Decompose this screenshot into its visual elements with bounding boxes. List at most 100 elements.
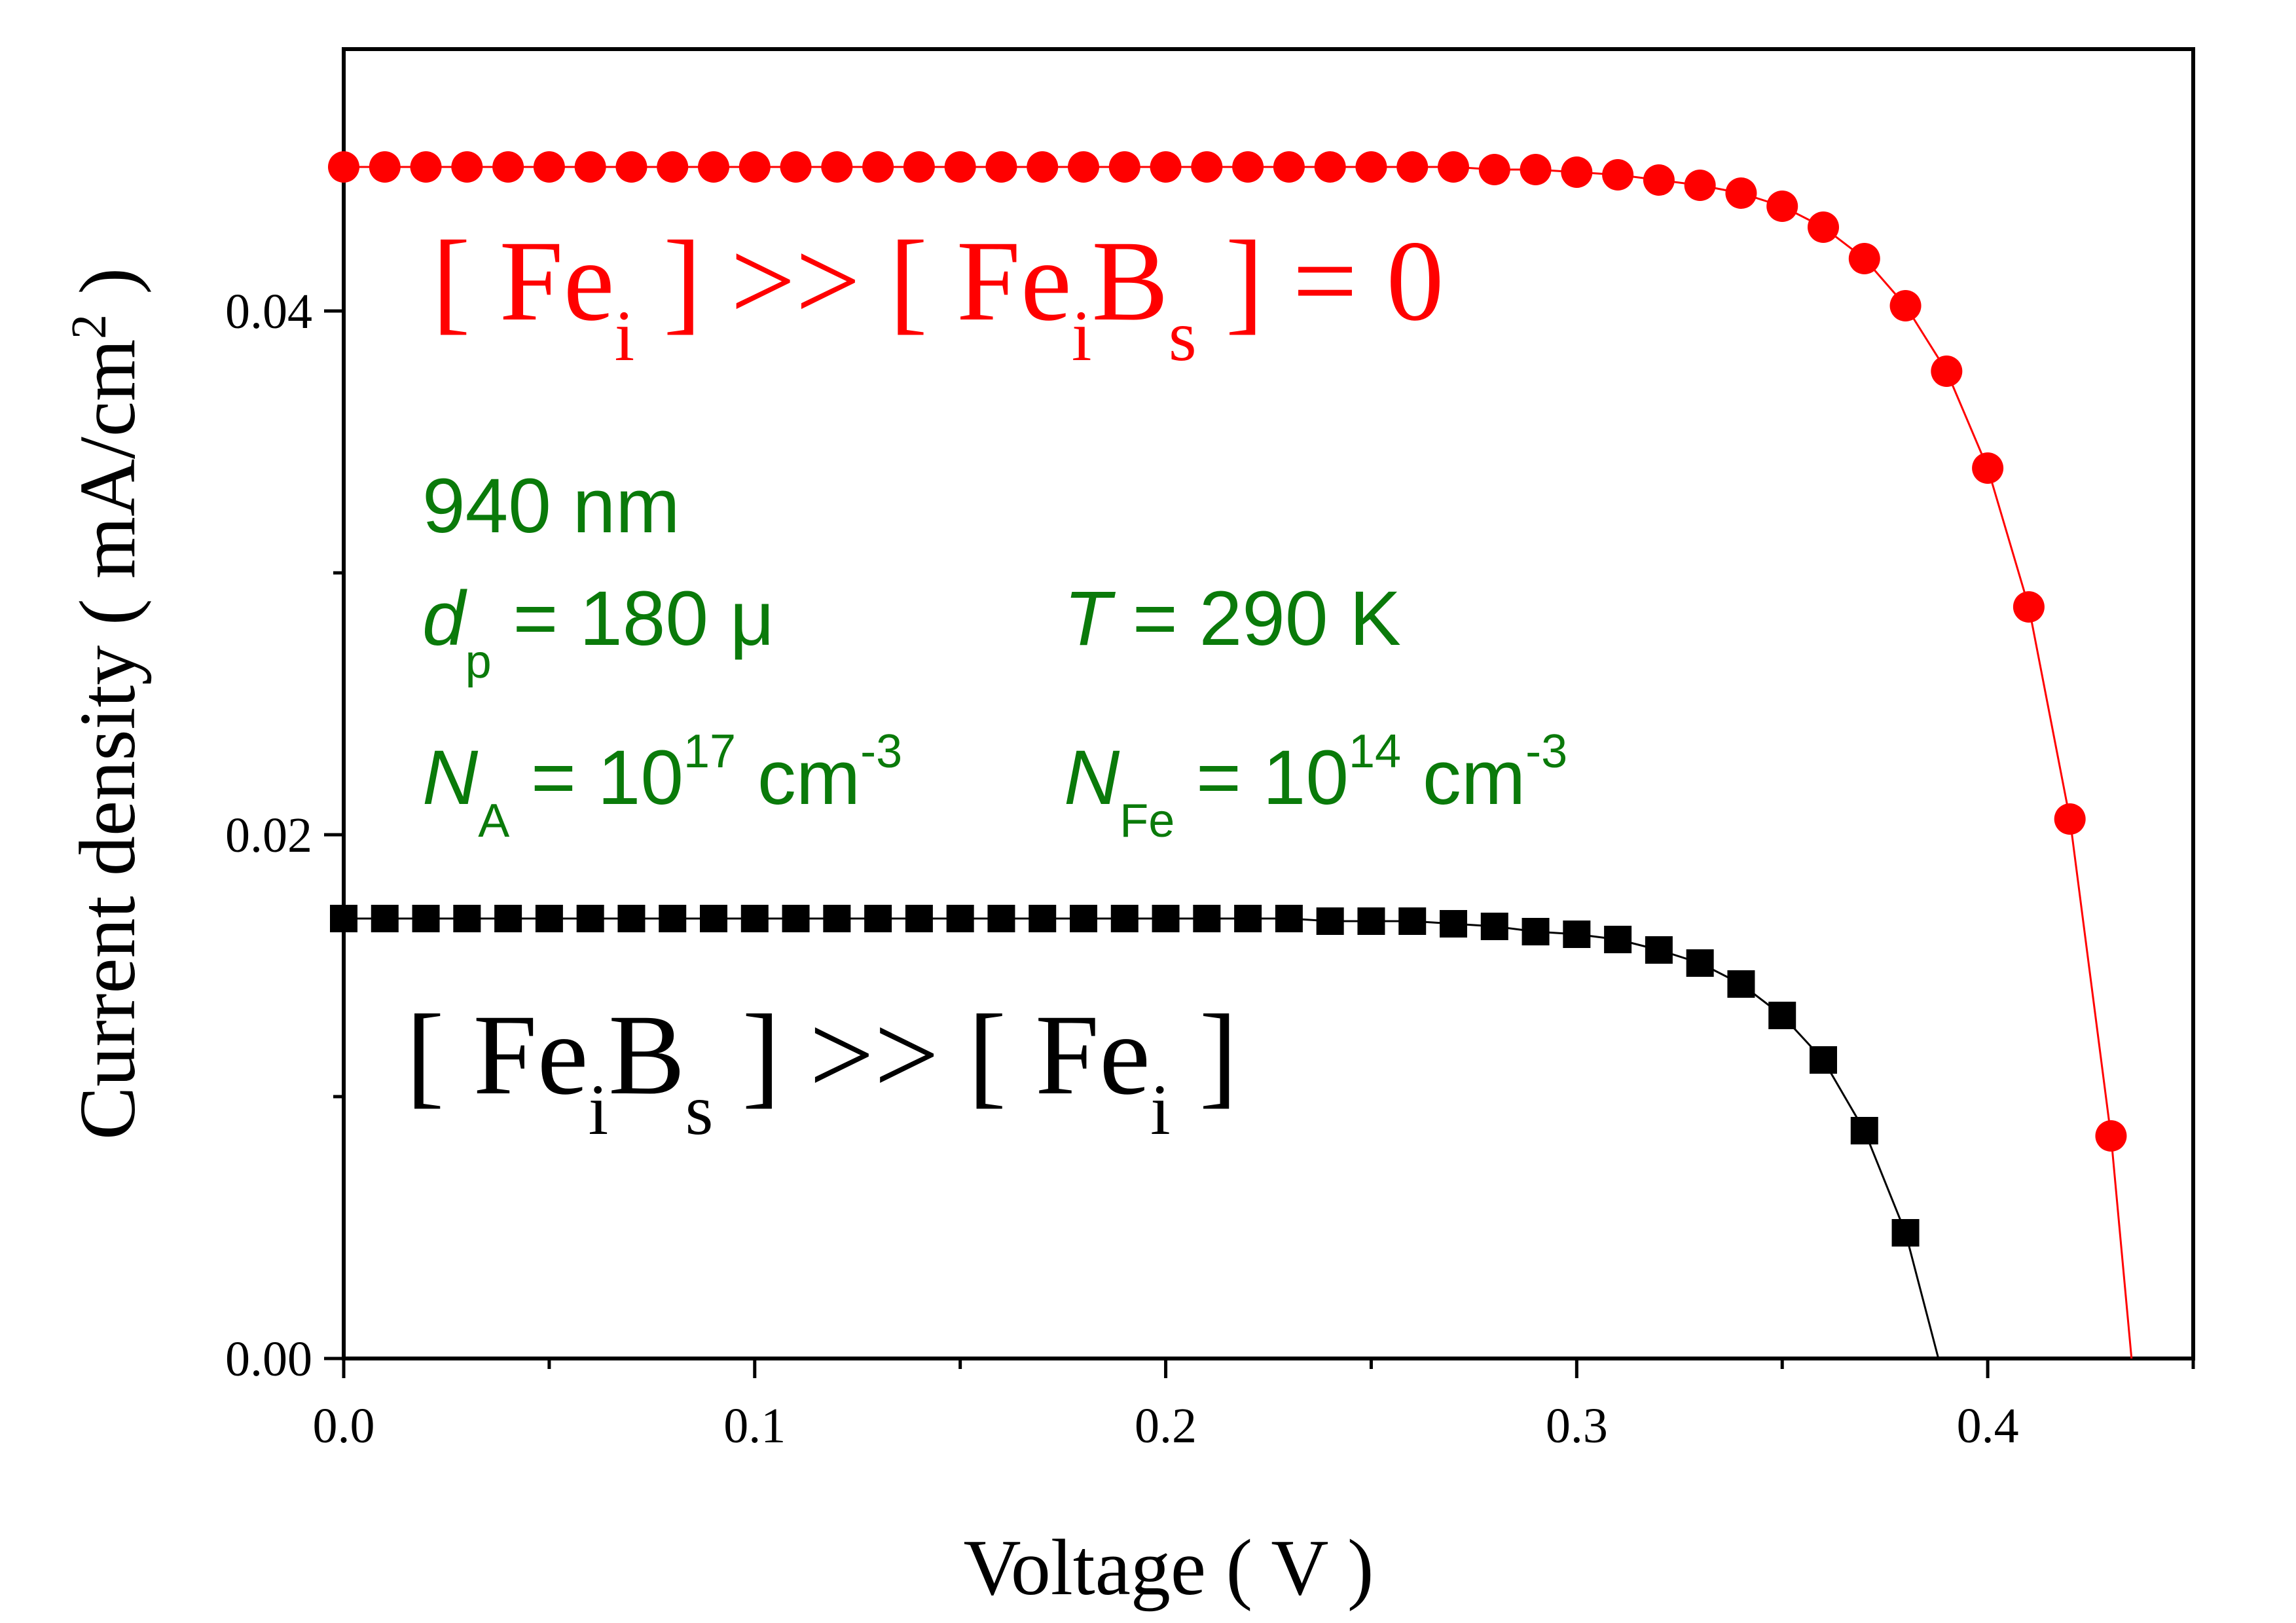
wavelength-annotation: 940 nm (422, 463, 680, 549)
circle-data-point (1027, 151, 1058, 183)
square-data-point (453, 905, 481, 932)
x-tick-label: 0.0 (313, 1398, 375, 1453)
square-data-point (536, 905, 563, 932)
temperature-annotation: T = 290 K (1064, 575, 1401, 662)
square-data-point (1645, 936, 1673, 964)
circle-data-point (410, 151, 442, 183)
y-tick-label: 0.02 (225, 808, 312, 863)
square-data-point (1686, 949, 1714, 977)
doping-annotation: NA = 1017 cm-3 (422, 725, 902, 847)
square-data-point (1563, 921, 1590, 948)
circle-data-point (1643, 164, 1675, 196)
square-data-point (659, 905, 686, 932)
square-data-point (1481, 913, 1508, 940)
circle-data-point (2054, 803, 2086, 835)
square-data-point (741, 905, 769, 932)
circle-data-point (739, 151, 771, 183)
circle-data-point (780, 151, 812, 183)
black-series-label: [ FeiBs ] >> [ Fei ] (406, 991, 1237, 1150)
square-data-point (947, 905, 974, 932)
square-data-point (782, 905, 810, 932)
square-data-point (494, 905, 522, 932)
x-axis-title: Voltage ( V ) (964, 1523, 1374, 1612)
square-data-point (1152, 905, 1180, 932)
circle-data-point (369, 151, 401, 183)
circle-data-point (1725, 177, 1757, 209)
square-data-point (1193, 905, 1220, 932)
iron-annotation: NFe = 1014 cm-3 (1064, 725, 1567, 847)
circle-data-point (1849, 243, 1880, 274)
circle-data-point (821, 151, 852, 183)
square-data-point (1275, 905, 1303, 932)
x-tick-label: 0.3 (1546, 1398, 1608, 1453)
circle-data-point (1972, 452, 2003, 484)
square-data-point (1398, 907, 1426, 935)
circle-data-point (1232, 151, 1264, 183)
circle-data-point (657, 151, 688, 183)
red-series-label: [ Fei ] >> [ FeiBs ] = 0 (432, 217, 1444, 376)
circle-data-point (1602, 159, 1633, 191)
circle-data-point (2013, 591, 2045, 623)
square-data-point (412, 905, 440, 932)
circle-data-point (1068, 151, 1099, 183)
x-tick-label: 0.1 (723, 1398, 786, 1453)
circle-data-point (985, 151, 1017, 183)
square-data-point (617, 905, 645, 932)
circle-data-point (862, 151, 894, 183)
circle-data-point (1396, 151, 1428, 183)
circle-data-point (1931, 356, 1962, 387)
square-data-point (330, 905, 357, 932)
series-line-1 (344, 919, 1939, 1359)
circle-data-point (328, 151, 359, 183)
circle-data-point (1520, 154, 1552, 185)
square-data-point (1604, 926, 1631, 953)
square-data-point (1070, 905, 1097, 932)
y-axis-title: Current density ( mA/cm2 ) (62, 268, 152, 1140)
x-tick-label: 0.2 (1135, 1398, 1197, 1453)
circle-data-point (1766, 191, 1798, 222)
circle-data-point (1561, 156, 1592, 188)
square-data-point (987, 905, 1015, 932)
circle-data-point (1150, 151, 1182, 183)
square-data-point (1522, 918, 1550, 945)
y-tick-label: 0.04 (225, 284, 312, 339)
square-data-point (1810, 1046, 1837, 1074)
square-data-point (1440, 910, 1467, 938)
square-data-point (823, 905, 850, 932)
circle-data-point (1109, 151, 1140, 183)
circle-data-point (451, 151, 483, 183)
circle-data-point (1273, 151, 1305, 183)
square-data-point (577, 905, 604, 932)
square-data-point (1111, 905, 1139, 932)
x-tick-label: 0.4 (1957, 1398, 2019, 1453)
circle-data-point (2095, 1120, 2126, 1152)
circle-data-point (1438, 151, 1469, 183)
circle-data-point (492, 151, 524, 183)
thickness-annotation: dp = 180 μ (422, 575, 774, 688)
axis-tick-labels: 0.0 0.1 0.2 0.3 0.4 0.00 0.02 0.04 (225, 284, 2019, 1453)
square-data-point (1234, 905, 1262, 932)
circle-data-point (1191, 151, 1222, 183)
square-data-point (1768, 1002, 1796, 1029)
square-data-point (1029, 905, 1056, 932)
circle-data-point (575, 151, 606, 183)
circle-data-point (1479, 154, 1510, 185)
circle-data-point (1355, 151, 1387, 183)
circle-data-point (698, 151, 729, 183)
square-data-point (700, 905, 727, 932)
square-data-point (371, 905, 399, 932)
circle-data-point (945, 151, 976, 183)
circle-data-point (615, 151, 647, 183)
y-tick-label: 0.00 (225, 1332, 312, 1387)
circle-data-point (1685, 170, 1716, 201)
circle-data-point (1808, 211, 1839, 243)
square-data-point (905, 905, 933, 932)
square-data-point (1892, 1219, 1920, 1247)
square-data-point (864, 905, 892, 932)
square-data-point (1727, 970, 1755, 998)
circle-data-point (1315, 151, 1346, 183)
square-data-point (1317, 907, 1344, 935)
circle-data-point (903, 151, 935, 183)
circle-data-point (1890, 290, 1922, 321)
